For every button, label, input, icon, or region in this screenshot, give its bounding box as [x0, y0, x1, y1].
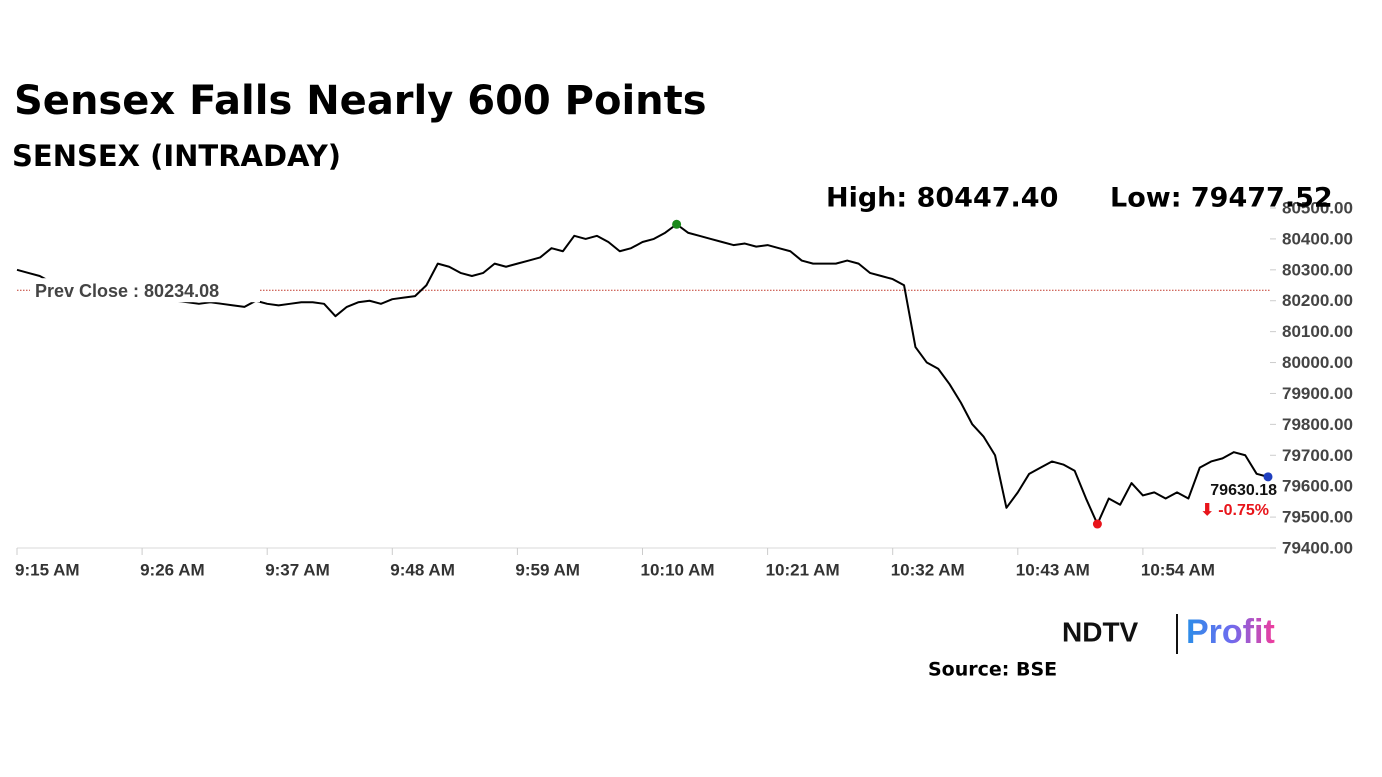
prev-close-label: Prev Close : 80234.08	[35, 281, 219, 301]
y-tick-label: 80200.00	[1282, 291, 1353, 310]
chart-subtitle: SENSEX (INTRADAY)	[12, 139, 341, 173]
price-line	[16, 223, 1269, 526]
x-tick-label: 10:10 AM	[641, 560, 715, 579]
high-marker	[672, 219, 682, 229]
x-tick-label: 10:32 AM	[891, 560, 965, 579]
low-marker	[1092, 519, 1102, 529]
last-value-label: 79630.18	[1210, 482, 1277, 499]
y-tick-label: 79900.00	[1282, 384, 1353, 403]
prev-close-box	[30, 278, 260, 303]
x-tick-label: 9:48 AM	[390, 560, 455, 579]
x-tick-label: 9:26 AM	[140, 560, 205, 579]
high-label: High: 80447.40	[826, 183, 1058, 214]
y-tick-label: 80000.00	[1282, 353, 1353, 372]
low-label: Low: 79477.52	[1110, 183, 1333, 214]
logo-profit: Profit	[1186, 613, 1275, 651]
y-tick-label: 79800.00	[1282, 415, 1353, 434]
plot-area: 79400.00 79500.00 79600.00 79700.00 79800.00…	[15, 198, 1353, 579]
y-tick-label: 80500.00	[1282, 198, 1353, 217]
y-tick-label: 79700.00	[1282, 446, 1353, 465]
y-tick-label: 79400.00	[1282, 538, 1353, 557]
x-tick-label: 9:15 AM	[15, 560, 80, 579]
x-tick-label: 10:43 AM	[1016, 560, 1090, 579]
y-tick-label: 80400.00	[1282, 229, 1353, 248]
change-label: ⬇ -0.75%	[1200, 502, 1269, 519]
logo-ndtv: NDTV	[1062, 616, 1139, 647]
y-tick-label: 79500.00	[1282, 508, 1353, 527]
last-marker	[1263, 472, 1273, 482]
x-tick-label: 9:37 AM	[265, 560, 330, 579]
chart-title: Sensex Falls Nearly 600 Points	[14, 78, 707, 124]
y-tick-label: 80100.00	[1282, 322, 1353, 341]
x-tick-label: 9:59 AM	[515, 560, 580, 579]
x-tick-label: 10:54 AM	[1141, 560, 1215, 579]
y-tick-label: 79600.00	[1282, 477, 1353, 496]
x-tick-label: 10:21 AM	[766, 560, 840, 579]
y-tick-label: 80300.00	[1282, 260, 1353, 279]
source: Source: BSE	[928, 659, 1057, 681]
